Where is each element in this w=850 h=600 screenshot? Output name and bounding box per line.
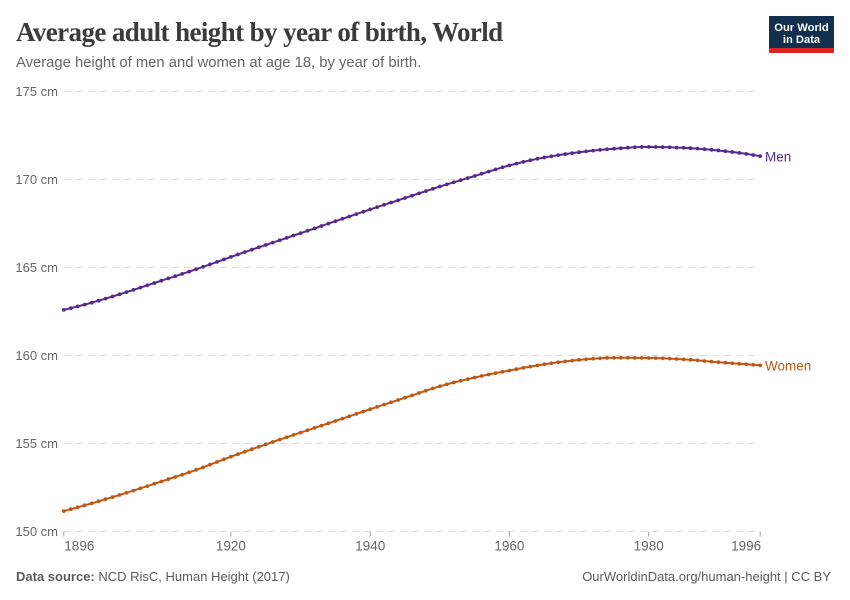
svg-text:1940: 1940 [355, 539, 385, 554]
svg-text:1980: 1980 [634, 539, 664, 554]
svg-text:150 cm: 150 cm [15, 524, 58, 539]
svg-text:155 cm: 155 cm [15, 436, 58, 451]
svg-text:165 cm: 165 cm [15, 260, 58, 275]
svg-text:1960: 1960 [494, 539, 524, 554]
svg-text:160 cm: 160 cm [15, 348, 58, 363]
svg-text:175 cm: 175 cm [15, 84, 58, 99]
svg-text:Men: Men [765, 150, 791, 165]
svg-text:1896: 1896 [64, 539, 94, 554]
svg-text:1996: 1996 [731, 539, 761, 554]
svg-text:1920: 1920 [216, 539, 246, 554]
svg-text:Women: Women [765, 359, 811, 374]
svg-text:170 cm: 170 cm [15, 172, 58, 187]
